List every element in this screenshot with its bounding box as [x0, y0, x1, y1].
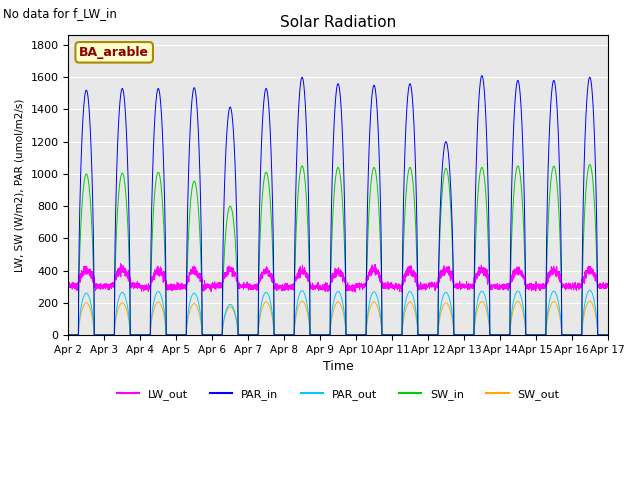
PAR_out [490, 332, 497, 338]
SW_in [604, 332, 611, 338]
SW_out [459, 332, 467, 338]
LW_out [351, 289, 359, 295]
LW_out [318, 284, 326, 290]
Text: No data for f_LW_in: No data for f_LW_in [3, 7, 117, 20]
LW_out [604, 282, 611, 288]
Line: SW_in: SW_in [68, 165, 608, 335]
SW_out [298, 298, 306, 304]
LW_out [65, 282, 72, 288]
PAR_in [604, 332, 612, 338]
PAR_in [490, 332, 497, 338]
SW_in [586, 162, 593, 168]
LW_out [459, 285, 467, 290]
Y-axis label: LW, SW (W/m2), PAR (umol/m2/s): LW, SW (W/m2), PAR (umol/m2/s) [15, 98, 25, 272]
SW_out [429, 332, 437, 338]
PAR_out [459, 332, 467, 338]
PAR_out [318, 332, 326, 338]
Legend: LW_out, PAR_in, PAR_out, SW_in, SW_out: LW_out, PAR_in, PAR_out, SW_in, SW_out [112, 384, 564, 404]
SW_in [318, 332, 326, 338]
SW_in [604, 332, 612, 338]
Line: LW_out: LW_out [68, 264, 608, 292]
Line: PAR_out: PAR_out [68, 290, 608, 335]
PAR_in [161, 232, 169, 238]
PAR_out [429, 332, 436, 338]
SW_out [490, 332, 497, 338]
LW_out [161, 278, 169, 284]
PAR_in [459, 332, 467, 338]
PAR_out [604, 332, 611, 338]
PAR_in [478, 73, 486, 79]
PAR_in [318, 332, 326, 338]
PAR_out [586, 288, 593, 293]
PAR_out [604, 332, 612, 338]
Title: Solar Radiation: Solar Radiation [280, 15, 396, 30]
SW_in [161, 266, 169, 272]
Line: PAR_in: PAR_in [68, 76, 608, 335]
PAR_out [161, 317, 169, 323]
SW_out [65, 332, 72, 338]
SW_in [429, 332, 436, 338]
PAR_in [604, 332, 611, 338]
PAR_out [65, 332, 72, 338]
SW_out [161, 321, 169, 327]
SW_out [604, 332, 612, 338]
LW_out [604, 281, 612, 287]
SW_in [459, 332, 467, 338]
Line: SW_out: SW_out [68, 301, 608, 335]
PAR_in [429, 332, 436, 338]
LW_out [116, 261, 124, 266]
SW_out [318, 332, 326, 338]
LW_out [490, 283, 497, 289]
LW_out [429, 283, 437, 289]
X-axis label: Time: Time [323, 360, 353, 373]
PAR_in [65, 332, 72, 338]
SW_out [604, 332, 611, 338]
SW_in [490, 332, 497, 338]
Text: BA_arable: BA_arable [79, 46, 149, 59]
SW_in [65, 332, 72, 338]
